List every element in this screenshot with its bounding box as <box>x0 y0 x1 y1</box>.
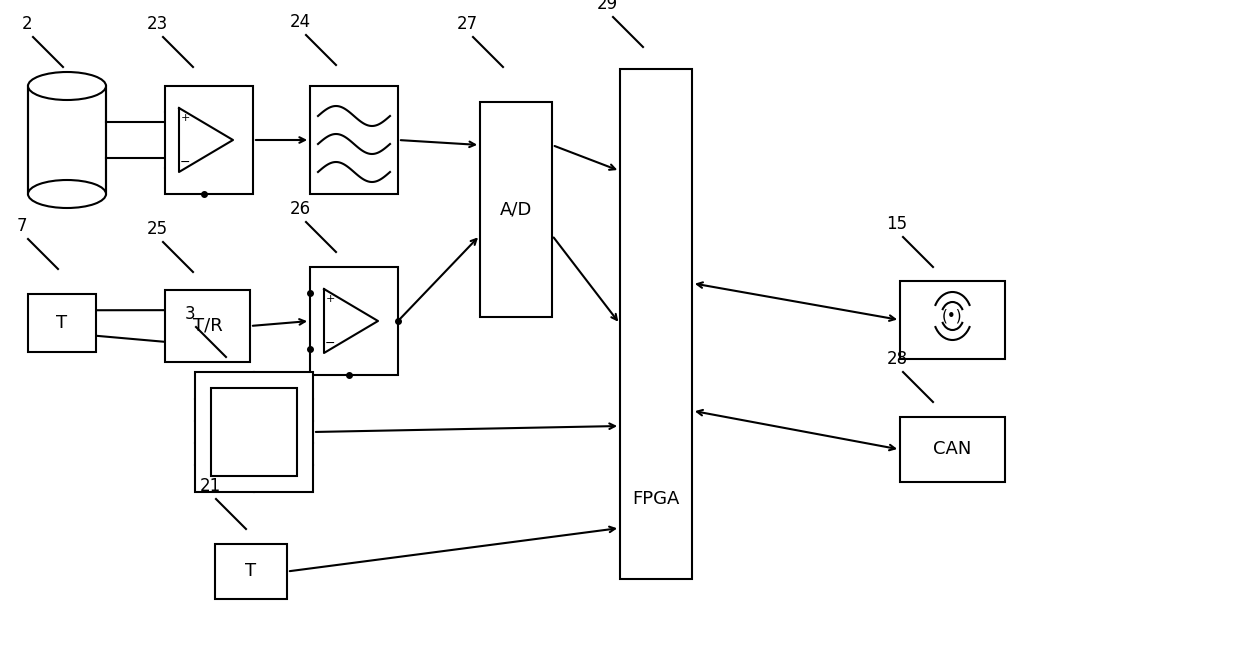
Bar <box>29 294 95 352</box>
Text: 29: 29 <box>596 0 618 13</box>
Bar <box>620 69 692 579</box>
Text: 26: 26 <box>289 200 310 218</box>
Text: 15: 15 <box>887 215 908 233</box>
Bar <box>310 267 398 375</box>
Bar <box>211 388 298 476</box>
Text: T: T <box>57 314 67 332</box>
Text: +: + <box>180 113 190 123</box>
Text: 3: 3 <box>185 305 196 323</box>
Bar <box>165 86 253 194</box>
Text: −: − <box>180 155 190 168</box>
Text: 25: 25 <box>146 220 167 238</box>
Bar <box>215 544 286 599</box>
Bar <box>310 86 398 194</box>
Text: 24: 24 <box>289 13 310 31</box>
Text: −: − <box>325 336 335 349</box>
Ellipse shape <box>29 72 105 100</box>
Text: A/D: A/D <box>500 201 532 219</box>
Text: +: + <box>325 294 335 304</box>
Text: FPGA: FPGA <box>632 490 680 508</box>
Text: 21: 21 <box>200 477 221 495</box>
Bar <box>900 281 1004 359</box>
Text: T: T <box>246 562 257 580</box>
Bar <box>195 372 312 492</box>
Text: 23: 23 <box>146 15 167 33</box>
Ellipse shape <box>29 180 105 208</box>
Text: 28: 28 <box>887 350 908 368</box>
Text: 27: 27 <box>456 15 477 33</box>
Text: T/R: T/R <box>192 317 222 335</box>
Text: CAN: CAN <box>934 441 972 459</box>
Text: (•): (•) <box>942 309 962 324</box>
Bar <box>480 102 552 317</box>
Text: 2: 2 <box>21 15 32 33</box>
Bar <box>900 417 1004 482</box>
Bar <box>165 290 250 362</box>
Text: 7: 7 <box>17 217 27 235</box>
